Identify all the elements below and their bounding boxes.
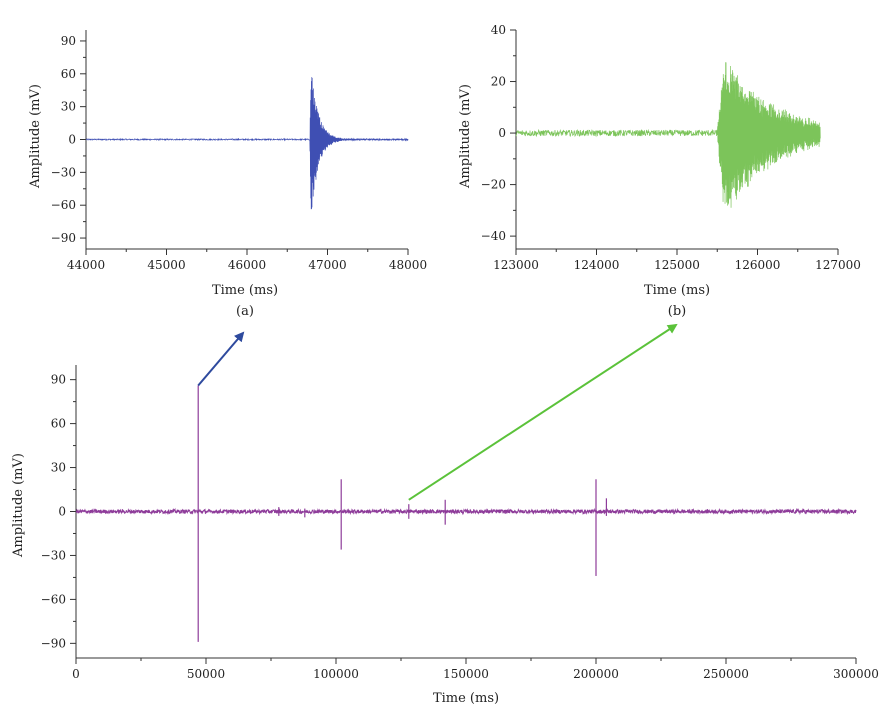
y-tick-label: −30: [51, 165, 76, 179]
y-axis-title-a: Amplitude (mV): [28, 84, 43, 189]
x-tick-label: 100000: [313, 667, 359, 681]
y-axis-title-main: Amplitude (mV): [11, 453, 26, 558]
y-tick-label: −90: [51, 231, 76, 245]
x-tick-label: 44000: [67, 258, 105, 272]
signal-line: [515, 62, 821, 208]
x-tick-label: 124000: [574, 258, 620, 272]
y-tick-label: 0: [58, 505, 66, 519]
panel-main: 0 50000 100000 150000 200000 250000 300000 90 60…: [11, 365, 879, 706]
x-tick-label: 125000: [654, 258, 700, 272]
y-tick-label: 90: [61, 34, 76, 48]
x-tick-label: 300000: [833, 667, 879, 681]
x-tick-label: 123000: [493, 258, 539, 272]
x-axis-title-a: Time (ms): [212, 283, 278, 298]
x-tick-label: 46000: [228, 258, 266, 272]
y-tick-label: 30: [61, 100, 76, 114]
panel-a: 44000 45000 46000 47000 48000 90 60 30 0 −30 −60 −9…: [28, 30, 427, 319]
signal-line: [75, 507, 857, 516]
x-tick-label: 48000: [389, 258, 427, 272]
zoom-arrow-panel-b: [408, 323, 678, 501]
panel-caption-b: (b): [668, 304, 686, 319]
x-axis-title-main: Time (ms): [433, 691, 499, 706]
y-tick-label: 0: [68, 133, 76, 147]
y-tick-label: −20: [481, 178, 506, 192]
zoom-arrows: [197, 323, 678, 501]
x-tick-label: 47000: [308, 258, 346, 272]
y-tick-label: 0: [498, 126, 506, 140]
panel-caption-a: (a): [236, 304, 254, 319]
signal-line: [85, 77, 409, 210]
y-tick-label: −60: [41, 592, 66, 606]
y-tick-label: 40: [491, 23, 506, 37]
y-tick-label: 30: [51, 461, 66, 475]
x-tick-label: 150000: [443, 667, 489, 681]
panel-b: 123000 124000 125000 126000 127000 40 20 0 −20 −4…: [458, 23, 861, 319]
x-tick-label: 250000: [703, 667, 749, 681]
plot-area-main: 0 50000 100000 150000 200000 250000 300000 90 60…: [41, 365, 879, 681]
x-tick-label: 126000: [735, 258, 781, 272]
y-axis-title-b: Amplitude (mV): [458, 84, 473, 189]
zoom-arrow-panel-a: [197, 331, 245, 387]
y-tick-label: −60: [51, 198, 76, 212]
x-tick-label: 50000: [187, 667, 225, 681]
x-tick-label: 45000: [147, 258, 185, 272]
y-tick-label: −90: [41, 636, 66, 650]
x-tick-label: 0: [72, 667, 80, 681]
y-tick-label: 20: [491, 75, 506, 89]
y-tick-label: −40: [481, 229, 506, 243]
y-tick-label: −30: [41, 548, 66, 562]
y-tick-label: 60: [61, 67, 76, 81]
x-tick-label: 200000: [573, 667, 619, 681]
y-tick-label: 90: [51, 373, 66, 387]
plot-area-a: 44000 45000 46000 47000 48000 90 60 30 0 −30 −60 −9…: [51, 30, 427, 272]
x-axis-title-b: Time (ms): [644, 283, 710, 298]
x-tick-label: 127000: [815, 258, 861, 272]
y-tick-label: 60: [51, 417, 66, 431]
plot-area-b: 123000 124000 125000 126000 127000 40 20 0 −20 −4…: [481, 23, 861, 272]
